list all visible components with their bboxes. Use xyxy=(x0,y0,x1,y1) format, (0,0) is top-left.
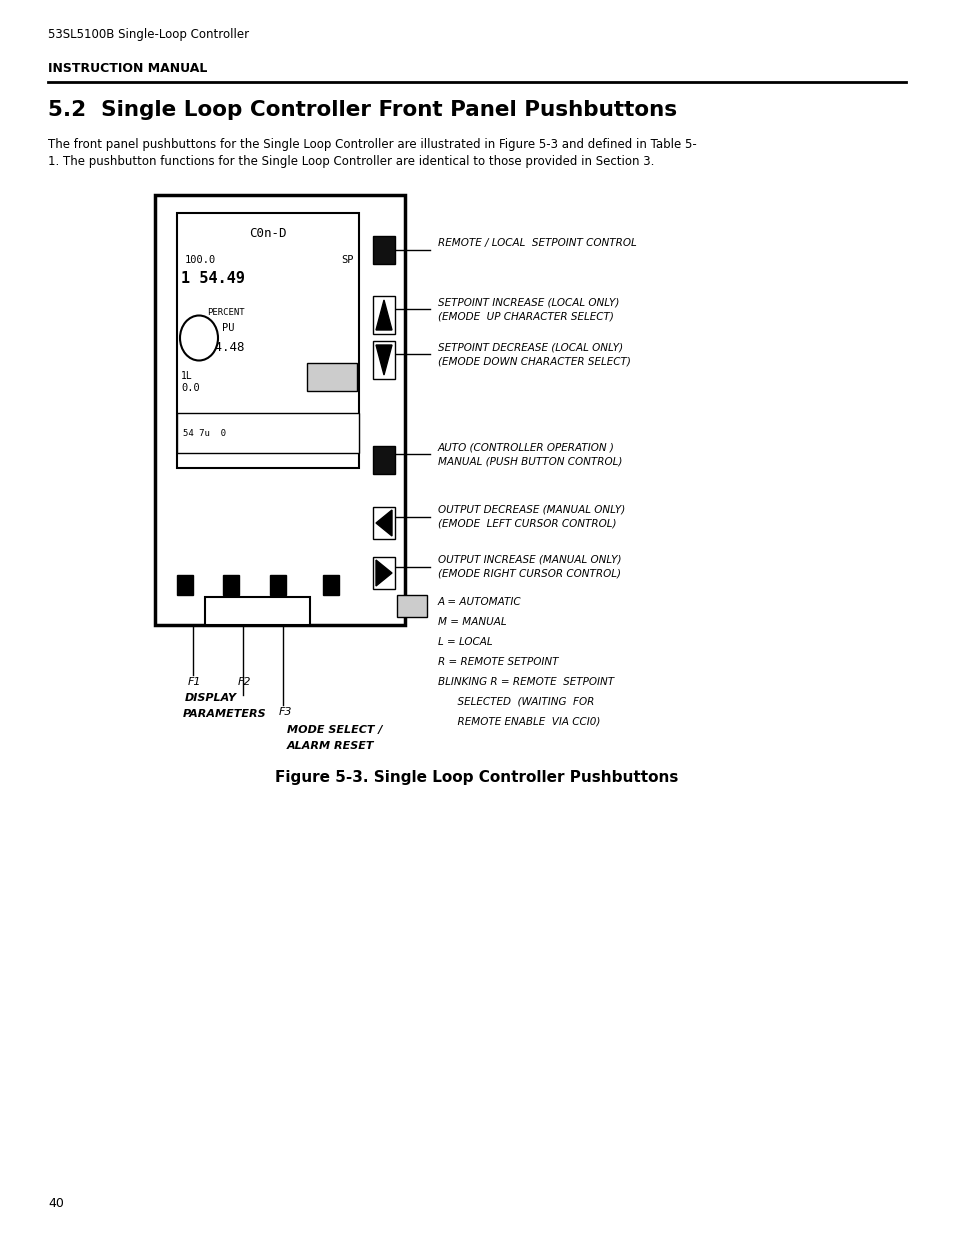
Text: F1: F1 xyxy=(188,677,201,687)
Bar xyxy=(373,296,395,333)
Polygon shape xyxy=(375,345,392,375)
Bar xyxy=(154,195,405,625)
Text: INSTRUCTION MANUAL: INSTRUCTION MANUAL xyxy=(48,62,207,75)
Bar xyxy=(373,236,395,264)
Text: AUTO (CONTROLLER OPERATION ): AUTO (CONTROLLER OPERATION ) xyxy=(437,442,615,452)
Text: 0.0: 0.0 xyxy=(181,383,199,393)
Bar xyxy=(270,576,286,595)
Text: PU: PU xyxy=(222,324,234,333)
Text: REMOTE / LOCAL  SETPOINT CONTROL: REMOTE / LOCAL SETPOINT CONTROL xyxy=(437,238,636,248)
Bar xyxy=(177,212,358,468)
Text: 54.48: 54.48 xyxy=(207,341,244,354)
Text: REMOTE ENABLE  VIA CCI0): REMOTE ENABLE VIA CCI0) xyxy=(437,718,599,727)
Text: 40: 40 xyxy=(48,1197,64,1210)
Text: M = MANUAL: M = MANUAL xyxy=(437,618,506,627)
Bar xyxy=(205,597,310,625)
Text: AL: AL xyxy=(325,370,338,384)
Bar xyxy=(373,508,395,538)
Text: F3: F3 xyxy=(278,706,293,718)
Text: 1 54.49: 1 54.49 xyxy=(181,270,245,287)
Text: The front panel pushbuttons for the Single Loop Controller are illustrated in Fi: The front panel pushbuttons for the Sing… xyxy=(48,138,696,151)
Text: ALARM RESET: ALARM RESET xyxy=(287,741,375,751)
Text: 1. The pushbutton functions for the Single Loop Controller are identical to thos: 1. The pushbutton functions for the Sing… xyxy=(48,156,654,168)
Bar xyxy=(177,412,358,453)
Bar xyxy=(373,557,395,589)
Text: 53SL5100B Single-Loop Controller: 53SL5100B Single-Loop Controller xyxy=(48,28,249,41)
Bar xyxy=(373,446,395,474)
Text: 1L: 1L xyxy=(181,370,193,382)
Ellipse shape xyxy=(180,315,218,361)
Text: AL: AL xyxy=(406,601,417,611)
Text: 100.0: 100.0 xyxy=(185,254,216,266)
Bar xyxy=(396,595,427,618)
Text: A = AUTOMATIC: A = AUTOMATIC xyxy=(437,597,521,606)
Bar xyxy=(323,576,338,595)
Text: F2: F2 xyxy=(237,677,252,687)
Text: BLINKING R = REMOTE  SETPOINT: BLINKING R = REMOTE SETPOINT xyxy=(437,677,614,687)
Text: M: M xyxy=(194,331,203,345)
Text: SETPOINT INCREASE (LOCAL ONLY): SETPOINT INCREASE (LOCAL ONLY) xyxy=(437,296,618,308)
Text: OUTPUT DECREASE (MANUAL ONLY): OUTPUT DECREASE (MANUAL ONLY) xyxy=(437,505,624,515)
Text: OUTPUT INCREASE (MANUAL ONLY): OUTPUT INCREASE (MANUAL ONLY) xyxy=(437,555,620,564)
Text: MANUAL (PUSH BUTTON CONTROL): MANUAL (PUSH BUTTON CONTROL) xyxy=(437,456,621,466)
Text: DISPLAY: DISPLAY xyxy=(185,693,236,703)
Text: SETPOINT DECREASE (LOCAL ONLY): SETPOINT DECREASE (LOCAL ONLY) xyxy=(437,342,622,352)
Text: 5.2  Single Loop Controller Front Panel Pushbuttons: 5.2 Single Loop Controller Front Panel P… xyxy=(48,100,677,120)
Bar xyxy=(373,341,395,379)
Bar xyxy=(307,363,356,391)
Text: R = REMOTE SETPOINT: R = REMOTE SETPOINT xyxy=(437,657,558,667)
Polygon shape xyxy=(375,510,392,536)
Text: (EMODE DOWN CHARACTER SELECT): (EMODE DOWN CHARACTER SELECT) xyxy=(437,356,630,366)
Text: PERCENT: PERCENT xyxy=(207,308,244,317)
Polygon shape xyxy=(375,559,392,585)
Text: SELECTED  (WAITING  FOR: SELECTED (WAITING FOR xyxy=(437,697,594,706)
Bar xyxy=(177,576,193,595)
Text: (EMODE RIGHT CURSOR CONTROL): (EMODE RIGHT CURSOR CONTROL) xyxy=(437,569,620,579)
Text: L = LOCAL: L = LOCAL xyxy=(437,637,492,647)
Text: (EMODE  LEFT CURSOR CONTROL): (EMODE LEFT CURSOR CONTROL) xyxy=(437,519,616,529)
Bar xyxy=(223,576,239,595)
Text: Figure 5-3. Single Loop Controller Pushbuttons: Figure 5-3. Single Loop Controller Pushb… xyxy=(275,769,678,785)
Text: MODE SELECT /: MODE SELECT / xyxy=(287,725,382,735)
Text: SP: SP xyxy=(340,254,354,266)
Text: (EMODE  UP CHARACTER SELECT): (EMODE UP CHARACTER SELECT) xyxy=(437,311,613,321)
Text: 54 7u  0: 54 7u 0 xyxy=(183,429,226,437)
Polygon shape xyxy=(375,300,392,330)
Text: C0n-D: C0n-D xyxy=(249,227,287,240)
Text: PARAMETERS: PARAMETERS xyxy=(183,709,266,719)
